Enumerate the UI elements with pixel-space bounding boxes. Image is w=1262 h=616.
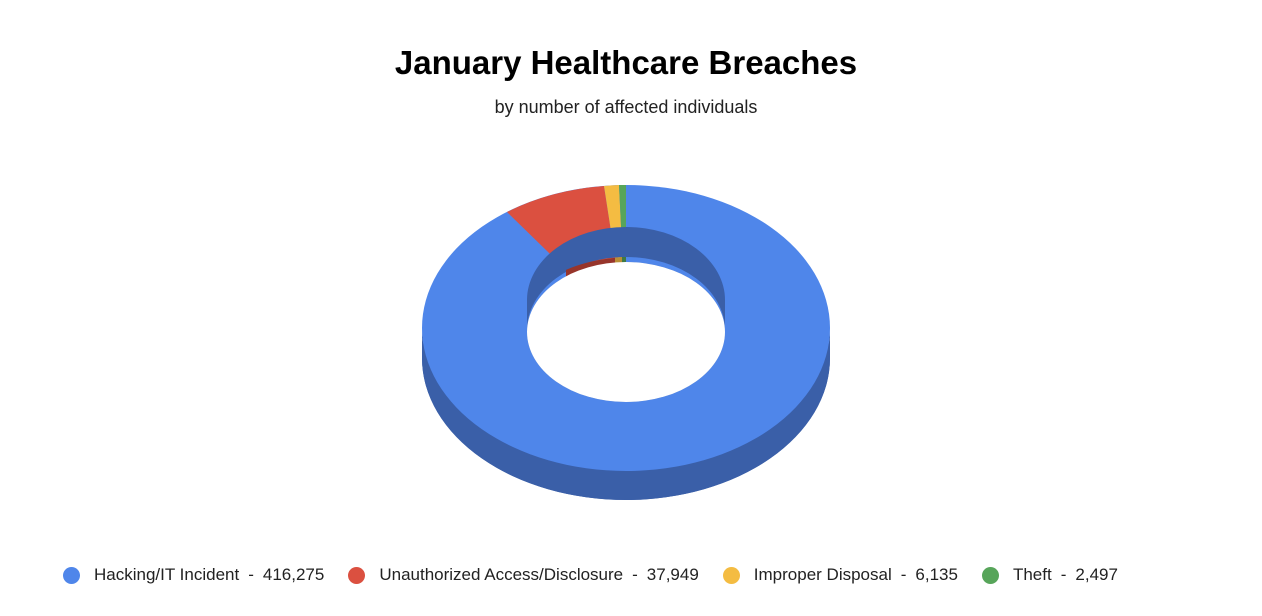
legend-value: 2,497 [1075, 565, 1118, 584]
chart-subtitle: by number of affected individuals [494, 97, 758, 117]
legend-value: 6,135 [915, 565, 958, 584]
legend-value: 416,275 [262, 565, 325, 584]
legend-label: Unauthorized Access/Disclosure [379, 565, 624, 584]
legend-item-hacking[interactable]: Hacking/IT Incident - 416,275 [63, 565, 324, 585]
legend-label: Theft [1012, 565, 1052, 584]
legend-item-theft[interactable]: Theft - 2,497 [981, 565, 1118, 585]
legend-label: Improper Disposal [753, 565, 892, 584]
chart-legend: Hacking/IT Incident - 416,275 Unauthoriz… [63, 565, 1142, 585]
legend-item-improper-disposal[interactable]: Improper Disposal - 6,135 [722, 565, 958, 585]
legend-value: 37,949 [646, 565, 699, 584]
legend-label: Hacking/IT Incident [94, 565, 240, 584]
legend-dot-icon [63, 566, 80, 584]
legend-dot-icon [722, 566, 740, 584]
legend-dot-icon [348, 566, 366, 584]
donut-hole [527, 227, 725, 402]
legend-item-unauthorized[interactable]: Unauthorized Access/Disclosure - 37,949 [348, 565, 699, 585]
legend-dot-icon [981, 566, 999, 584]
chart-title: January Healthcare Breaches [394, 44, 858, 81]
